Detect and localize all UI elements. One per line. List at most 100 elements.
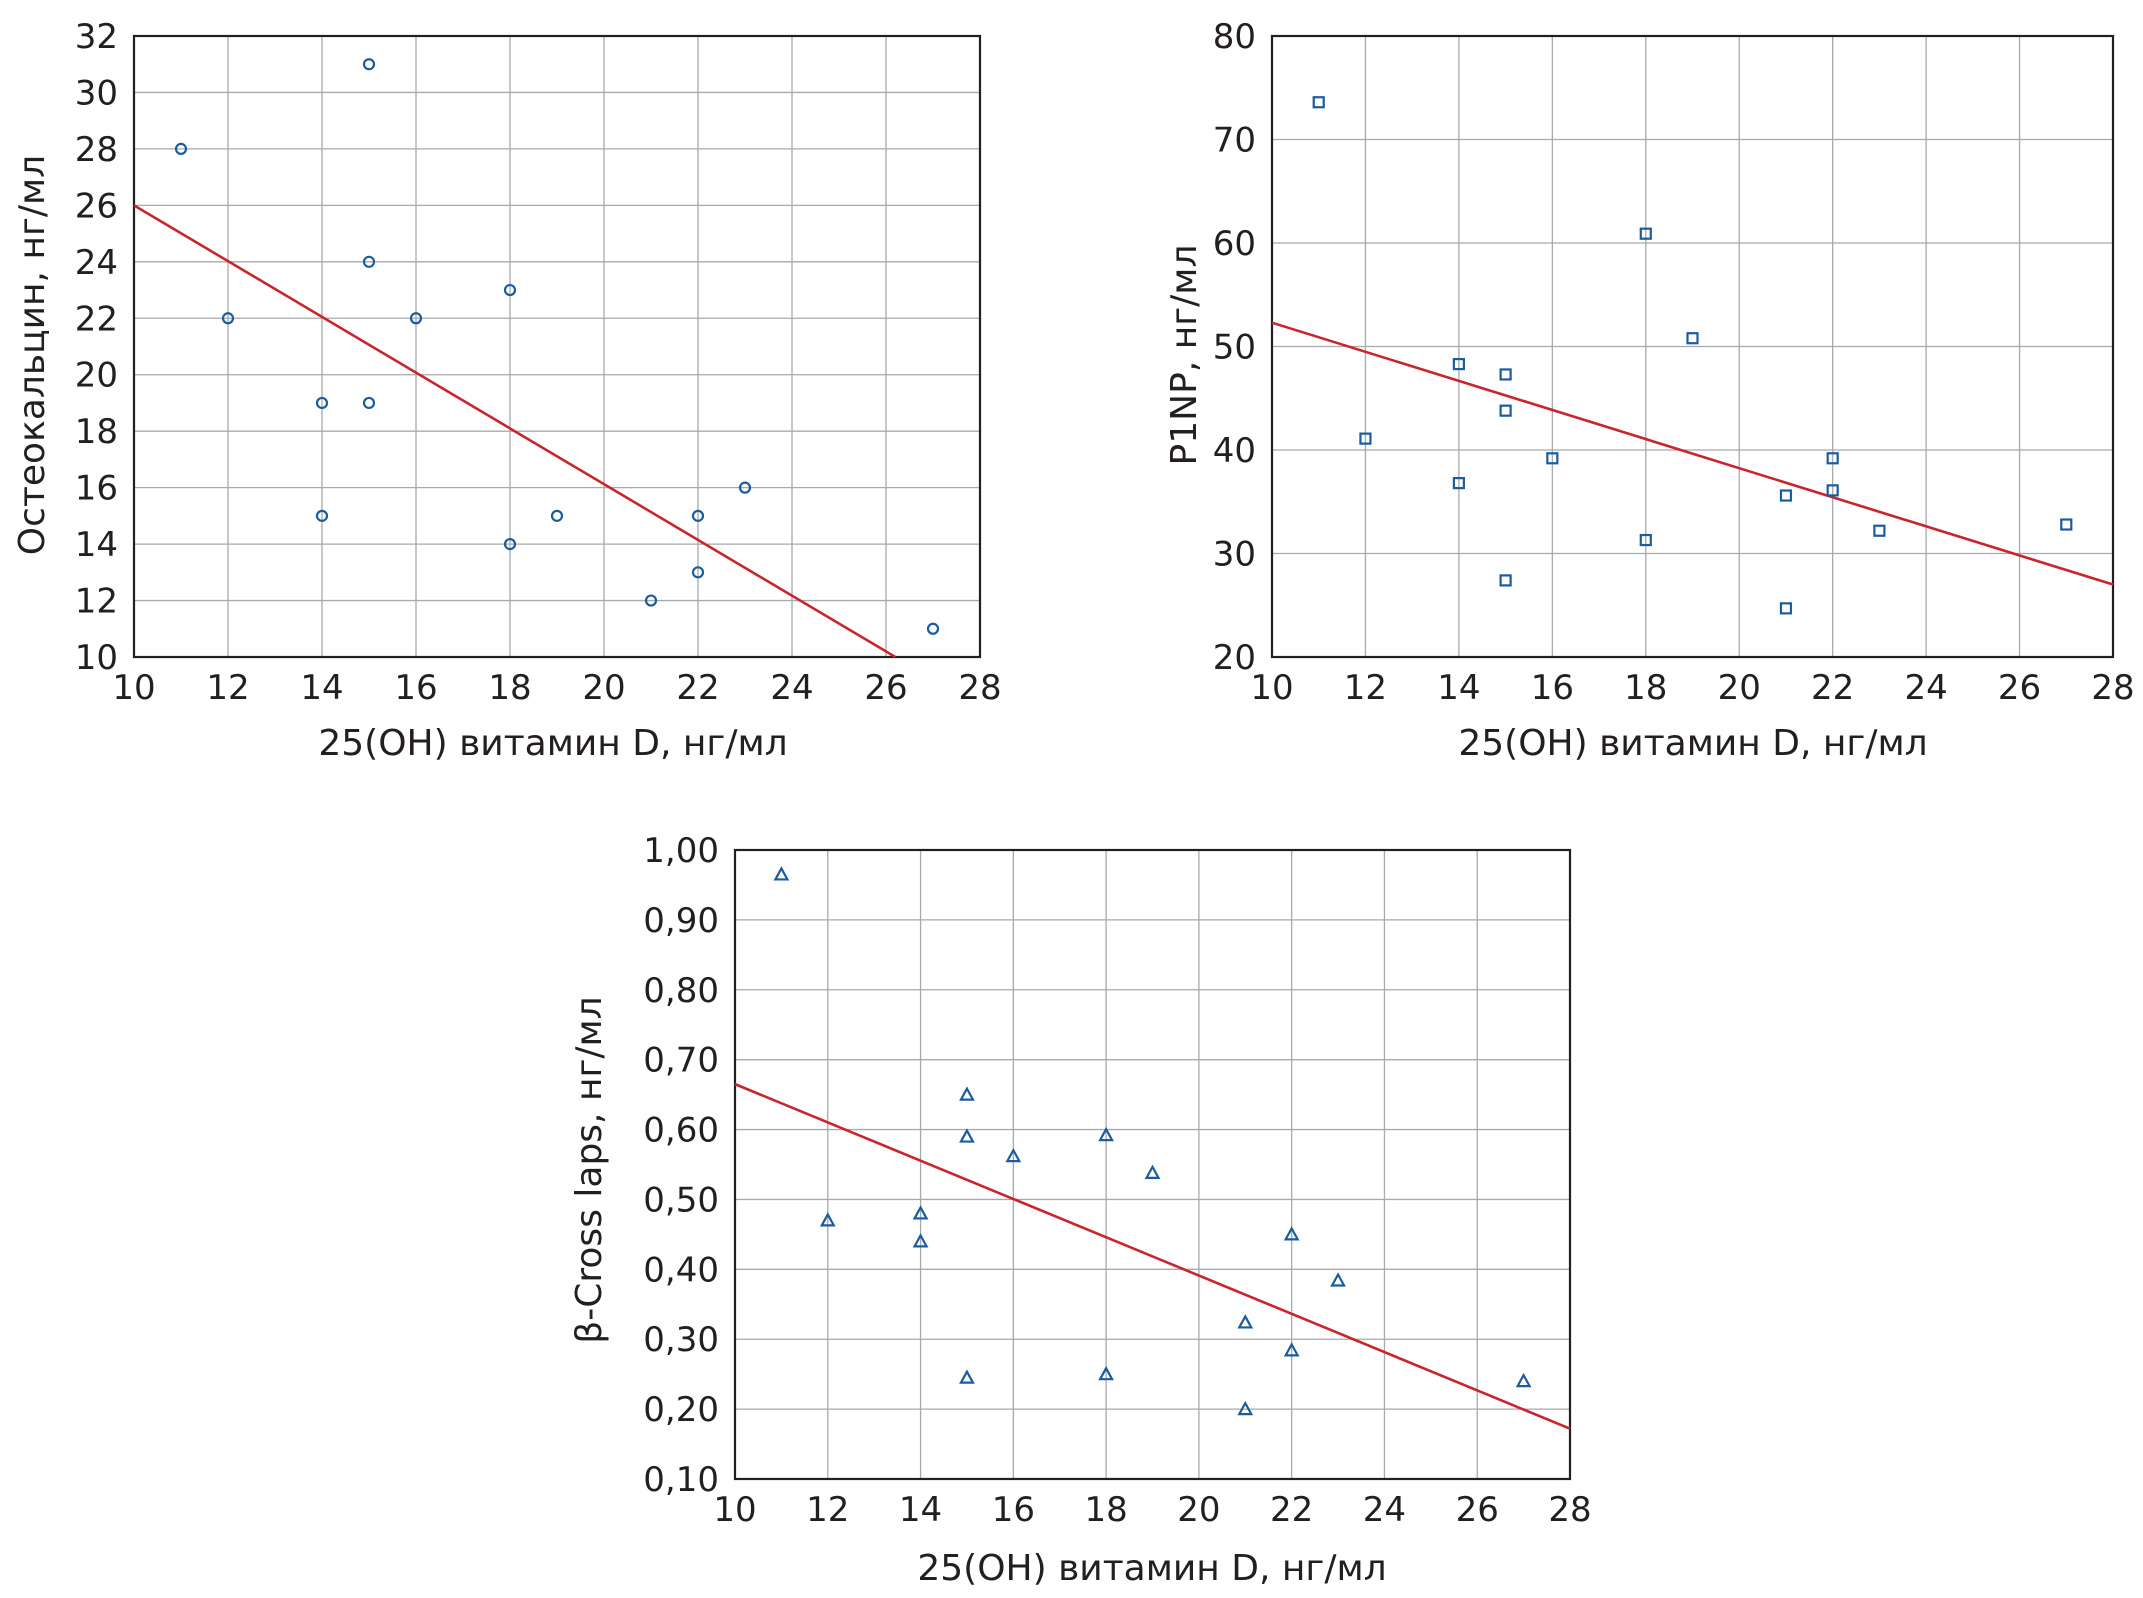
data-point (1826, 484, 1839, 497)
data-point (691, 509, 705, 522)
data-point (1499, 368, 1512, 381)
y-tick-label: 20 (75, 356, 118, 396)
data-point (1283, 1342, 1300, 1357)
data-point (1098, 1126, 1114, 1142)
y-tick-label: 30 (1213, 535, 1256, 575)
y-tick-label: 0,70 (643, 1041, 719, 1081)
data-point (1546, 452, 1559, 465)
y-tick-label: 26 (75, 186, 118, 226)
y-axis-label: Остеокальцин, нг/мл (12, 155, 53, 555)
y-tick-label: 24 (75, 243, 118, 283)
x-axis-label: 25(OH) витамин D, нг/мл (1458, 723, 1927, 764)
y-tick-label: 0,50 (643, 1180, 719, 1220)
plot-frame (132, 34, 982, 659)
data-point (1873, 524, 1886, 537)
x-tick-label: 24 (1363, 1490, 1406, 1530)
data-point (315, 509, 329, 522)
x-tick-label: 12 (806, 1490, 849, 1530)
chart-beta-cross-laps: β-Cross laps, нг/мл 25(OH) витамин D, нг… (569, 831, 1592, 1589)
plot-frame (733, 848, 1572, 1481)
data-point (644, 594, 658, 607)
x-tick-label: 22 (676, 668, 719, 708)
x-tick-label: 28 (1548, 1490, 1591, 1530)
y-tick-label: 28 (75, 130, 118, 170)
y-tick-label: 0,80 (643, 971, 719, 1011)
y-tick-label: 0,90 (643, 901, 719, 941)
x-tick-label: 10 (112, 668, 155, 708)
data-point (1237, 1400, 1254, 1416)
x-tick-label: 22 (1270, 1490, 1313, 1530)
y-tick-label: 30 (75, 73, 118, 113)
y-tick-label: 1,00 (643, 831, 719, 871)
y-tick-label: 0,10 (643, 1460, 719, 1500)
data-point (691, 566, 705, 579)
x-tick-label: 12 (206, 668, 249, 708)
y-tick-label: 0,30 (643, 1320, 719, 1360)
x-tick-label: 22 (1811, 668, 1854, 708)
data-point (773, 866, 790, 881)
chart-osteocalcin: Остеокальцин, нг/мл 25(OH) витамин D, нг… (12, 17, 1002, 764)
data-point (1312, 96, 1325, 109)
data-point (1499, 404, 1512, 417)
x-tick-label: 24 (770, 668, 813, 708)
x-axis-label: 25(OH) витамин D, нг/мл (917, 1548, 1386, 1589)
data-point (1826, 452, 1839, 465)
x-tick-label: 18 (488, 668, 531, 708)
y-tick-label: 0,60 (643, 1111, 719, 1151)
data-point (1779, 489, 1793, 502)
data-point (315, 396, 329, 410)
data-point (959, 1128, 975, 1143)
y-tick-label: 0,40 (643, 1250, 719, 1290)
data-point (1098, 1365, 1114, 1381)
x-axis-label: 25(OH) витамин D, нг/мл (318, 723, 787, 764)
data-point (1144, 1164, 1161, 1179)
y-tick-label: 16 (75, 469, 118, 509)
x-tick-label: 24 (1904, 668, 1947, 708)
data-point (1639, 227, 1652, 240)
data-point (1515, 1372, 1532, 1388)
data-point (1005, 1147, 1022, 1163)
data-point (819, 1212, 836, 1227)
x-tick-label: 10 (713, 1490, 756, 1530)
data-point (912, 1233, 929, 1248)
data-point (1779, 602, 1793, 615)
x-tick-label: 12 (1344, 668, 1387, 708)
x-tick-label: 20 (1177, 1490, 1220, 1530)
y-tick-label: 32 (75, 17, 118, 57)
x-tick-label: 14 (1437, 668, 1480, 708)
y-tick-label: 50 (1213, 328, 1256, 368)
data-point (1452, 477, 1465, 490)
y-tick-label: 20 (1213, 638, 1256, 678)
y-tick-label: 80 (1213, 17, 1256, 57)
y-tick-label: 0,20 (643, 1390, 719, 1430)
y-tick-label: 14 (75, 525, 118, 565)
trend-line (734, 1082, 1571, 1430)
y-axis-label: P1NP, нг/мл (1164, 245, 1205, 466)
data-point (738, 481, 752, 494)
y-tick-label: 40 (1213, 431, 1256, 471)
plot-frame (1270, 34, 2115, 659)
data-point (912, 1205, 929, 1220)
y-tick-label: 12 (75, 582, 118, 622)
x-tick-label: 16 (1531, 668, 1574, 708)
y-tick-label: 10 (75, 638, 118, 678)
data-point (1330, 1272, 1346, 1287)
data-point (959, 1086, 975, 1101)
data-point (1283, 1226, 1300, 1241)
x-tick-label: 14 (899, 1490, 942, 1530)
data-point (503, 537, 517, 551)
x-tick-label: 26 (864, 668, 907, 708)
data-point (1237, 1314, 1254, 1329)
trend-line (133, 204, 897, 659)
x-tick-label: 14 (300, 668, 343, 708)
x-tick-label: 16 (992, 1490, 1035, 1530)
data-point (362, 58, 376, 71)
x-tick-label: 28 (2091, 668, 2134, 708)
x-tick-label: 18 (1084, 1490, 1127, 1530)
y-axis-label: β-Cross laps, нг/мл (569, 996, 610, 1343)
x-tick-label: 20 (1718, 668, 1761, 708)
trend-line (1271, 321, 2114, 586)
y-tick-label: 60 (1213, 224, 1256, 264)
data-point (174, 142, 188, 156)
